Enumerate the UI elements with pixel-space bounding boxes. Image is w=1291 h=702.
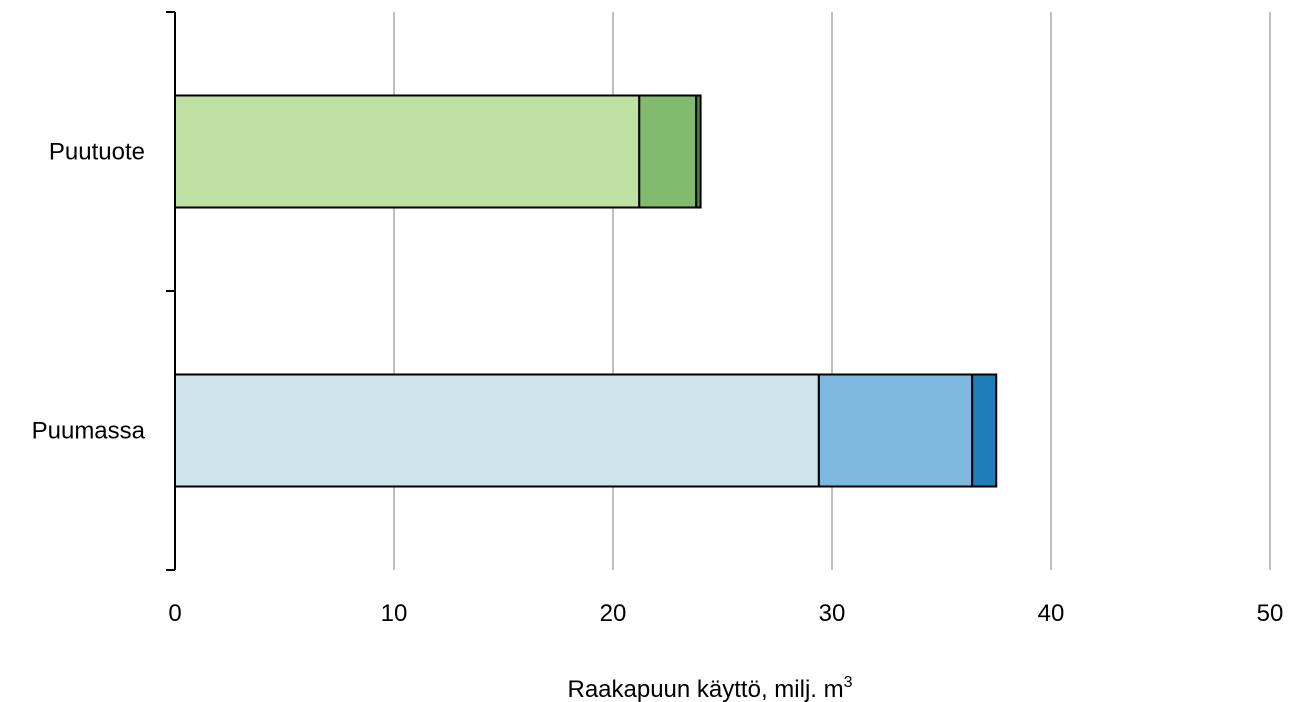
bar-puutuote-segment-2 xyxy=(638,94,698,209)
x-tick-labels: 0 10 20 30 40 50 xyxy=(168,600,1283,627)
x-tick-label-0: 0 xyxy=(168,600,181,627)
bar-puutuote-segment-3 xyxy=(695,94,702,209)
bar-puutuote-segment-1 xyxy=(174,94,641,209)
category-labels: Puutuote Puumassa xyxy=(32,139,146,445)
x-axis-title-text: Raakapuun käyttö, milj. m xyxy=(567,676,843,702)
x-tick-label-10: 10 xyxy=(381,600,408,627)
x-tick-label-30: 30 xyxy=(819,600,846,627)
category-label-puumassa: Puumassa xyxy=(32,418,146,445)
x-tick-label-40: 40 xyxy=(1038,600,1065,627)
bar-puumassa-segment-1 xyxy=(174,373,820,488)
x-tick-label-20: 20 xyxy=(600,600,627,627)
bar-puumassa-segment-2 xyxy=(817,373,974,488)
x-axis-title-superscript: 3 xyxy=(844,674,853,691)
x-tick-label-50: 50 xyxy=(1257,600,1284,627)
bar-puumassa-segment-3 xyxy=(971,373,998,488)
y-axis xyxy=(166,11,176,571)
bars xyxy=(174,94,998,488)
x-axis-title: Raakapuun käyttö, milj. m3 xyxy=(567,674,852,702)
category-label-puutuote: Puutuote xyxy=(49,139,145,166)
